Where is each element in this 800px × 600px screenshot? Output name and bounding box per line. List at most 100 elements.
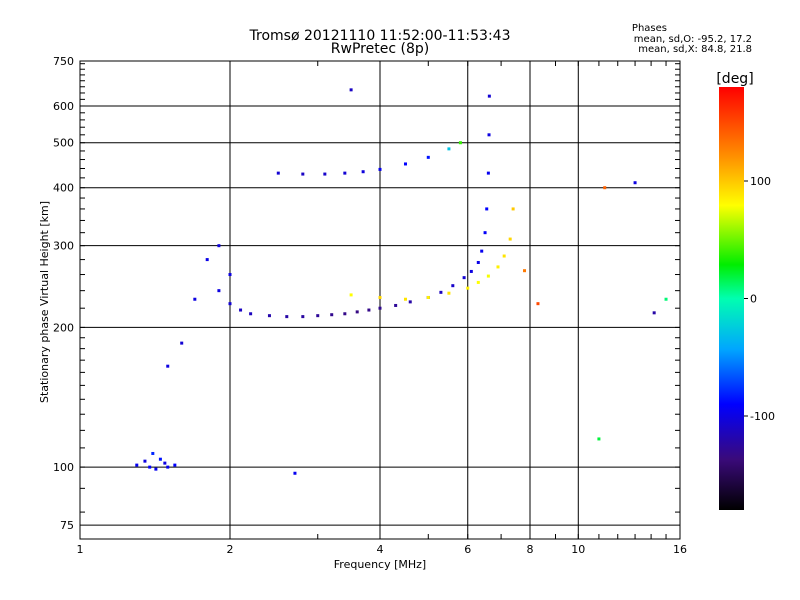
colorbar-tick-label: -100: [750, 410, 775, 423]
data-point: [408, 300, 412, 304]
y-tick-label: 750: [53, 55, 74, 68]
grid-lines: [80, 61, 680, 539]
data-point: [158, 457, 162, 461]
data-point: [469, 269, 473, 273]
data-point: [462, 276, 466, 280]
data-point: [480, 249, 484, 253]
y-axis-label: Stationary phase Virtual Height [km]: [38, 201, 51, 403]
data-point: [285, 315, 289, 319]
x-tick-label: 1: [77, 543, 84, 556]
y-tick-label: 400: [53, 182, 74, 195]
stats-line-o: mean, sd,O: -95.2, 17.2: [634, 34, 752, 45]
x-tick-label: 8: [527, 543, 534, 556]
data-point: [193, 297, 197, 301]
data-point: [349, 293, 353, 297]
y-tick-label: 200: [53, 321, 74, 334]
colorbar-label: [deg]: [716, 71, 753, 87]
data-point: [343, 171, 347, 175]
data-point: [523, 269, 527, 273]
data-point: [466, 286, 470, 290]
data-point: [180, 341, 184, 345]
y-tick-label: 75: [60, 519, 74, 532]
y-tick-label: 500: [53, 137, 74, 150]
x-tick-label: 6: [464, 543, 471, 556]
data-point: [217, 289, 221, 293]
data-point: [228, 302, 232, 306]
x-tick-label: 16: [673, 543, 687, 556]
data-point: [276, 171, 280, 175]
data-point: [426, 155, 430, 159]
data-point: [166, 364, 170, 368]
x-axis-ticks: 1 2 4 6 8 10 16: [77, 61, 687, 556]
data-point: [485, 207, 489, 211]
data-point: [330, 313, 334, 317]
colorbar-tick-label: 100: [750, 175, 771, 188]
colorbar-tick-label: 0: [750, 293, 757, 306]
data-point: [166, 465, 170, 469]
data-point: [476, 260, 480, 264]
data-point: [151, 451, 155, 455]
data-point: [249, 312, 253, 316]
data-point: [267, 314, 271, 318]
data-point: [205, 258, 209, 262]
stats-heading: Phases: [632, 23, 667, 34]
data-point: [135, 463, 139, 467]
data-point: [536, 302, 540, 306]
data-point: [664, 297, 668, 301]
data-point: [349, 88, 353, 92]
data-point: [486, 274, 490, 278]
data-point: [316, 314, 320, 318]
colorbar: [719, 87, 744, 510]
x-tick-label: 4: [377, 543, 384, 556]
data-point: [355, 310, 359, 314]
chart-subtitle: RwPretec (8p): [331, 41, 429, 57]
y-axis-ticks: 75 100 200 300 400 500 600 750: [53, 55, 680, 532]
data-point: [154, 467, 158, 471]
data-point: [603, 186, 607, 190]
data-point: [511, 207, 515, 211]
data-point: [293, 471, 297, 475]
chart-title: Tromsø 20121110 11:52:00-11:53:43: [249, 28, 511, 44]
data-point: [652, 311, 656, 315]
data-point: [597, 437, 601, 441]
data-point: [447, 291, 451, 295]
data-point: [378, 295, 382, 299]
x-tick-label: 2: [227, 543, 234, 556]
data-point: [508, 237, 512, 241]
data-point: [447, 147, 451, 151]
data-point: [487, 94, 491, 98]
x-tick-label: 10: [571, 543, 585, 556]
data-point: [228, 273, 232, 277]
data-point: [143, 459, 147, 463]
data-point: [458, 141, 462, 145]
data-point: [301, 315, 305, 319]
data-point: [496, 265, 500, 269]
x-axis-label: Frequency [MHz]: [334, 558, 426, 571]
y-tick-label: 300: [53, 240, 74, 253]
data-point: [426, 295, 430, 299]
stats-line-x: mean, sd,X: 84.8, 21.8: [638, 44, 752, 55]
data-point: [163, 461, 167, 465]
data-point: [403, 162, 407, 166]
data-point: [486, 171, 490, 175]
y-tick-label: 600: [53, 100, 74, 113]
scatter-points: [135, 88, 668, 475]
data-point: [451, 284, 455, 288]
data-point: [403, 297, 407, 301]
data-point: [394, 303, 398, 307]
data-point: [483, 231, 487, 235]
data-point: [301, 172, 305, 176]
data-point: [439, 290, 443, 294]
data-point: [173, 463, 177, 467]
y-tick-label: 100: [53, 461, 74, 474]
data-point: [633, 181, 637, 185]
data-point: [361, 170, 365, 174]
data-point: [502, 254, 506, 258]
data-point: [239, 308, 243, 312]
data-point: [476, 280, 480, 284]
data-point: [367, 308, 371, 312]
data-point: [217, 244, 221, 248]
data-point: [343, 312, 347, 316]
data-point: [378, 306, 382, 310]
